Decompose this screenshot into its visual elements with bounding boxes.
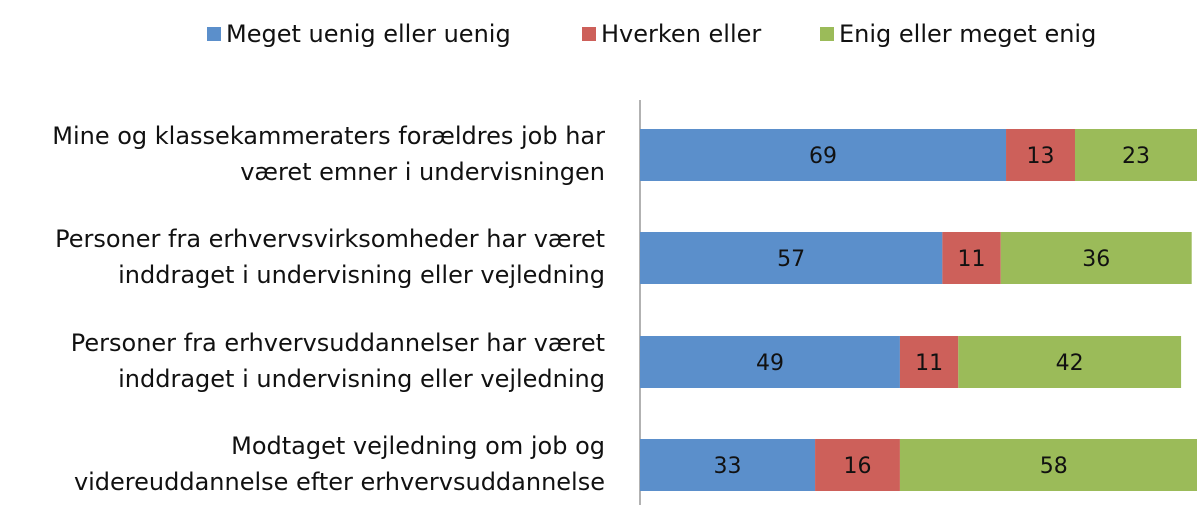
category-label: Personer fra erhvervsvirksomheder har væ… bbox=[55, 225, 605, 289]
data-label: 11 bbox=[958, 247, 986, 272]
legend-swatch bbox=[207, 27, 221, 41]
legend-label: Hverken eller bbox=[601, 20, 761, 48]
bar-segment bbox=[640, 232, 943, 284]
data-label: 49 bbox=[756, 351, 784, 376]
data-label: 36 bbox=[1082, 247, 1110, 272]
category-label: Modtaget vejledning om job og videreuddan… bbox=[74, 432, 605, 496]
data-label: 57 bbox=[777, 247, 805, 272]
bar-segment bbox=[640, 129, 1007, 181]
data-label: 16 bbox=[843, 454, 871, 479]
bar-segment bbox=[1074, 129, 1197, 181]
legend-label: Enig eller meget enig bbox=[839, 20, 1096, 48]
bar-segment bbox=[640, 336, 900, 388]
data-label: 33 bbox=[714, 454, 742, 479]
legend-swatch bbox=[582, 27, 596, 41]
legend-swatch bbox=[820, 27, 834, 41]
bar-segment bbox=[942, 232, 1001, 284]
data-label: 58 bbox=[1040, 454, 1068, 479]
data-label: 42 bbox=[1056, 351, 1084, 376]
bar-segment bbox=[899, 336, 959, 388]
bar-segment bbox=[640, 439, 816, 491]
legend-label: Meget uenig eller uenig bbox=[226, 20, 511, 48]
data-label: 23 bbox=[1122, 144, 1150, 169]
category-label: Personer fra erhvervsuddannelser har vær… bbox=[71, 329, 605, 393]
bar-segment bbox=[1000, 232, 1192, 284]
bar-segment bbox=[1006, 129, 1075, 181]
data-label: 69 bbox=[809, 144, 837, 169]
category-label: Mine og klassekammeraters forældres job … bbox=[52, 122, 605, 186]
bar-segment bbox=[815, 439, 900, 491]
data-label: 11 bbox=[915, 351, 943, 376]
bar-segment bbox=[958, 336, 1182, 388]
bar-segment bbox=[899, 439, 1197, 491]
data-label: 13 bbox=[1027, 144, 1055, 169]
